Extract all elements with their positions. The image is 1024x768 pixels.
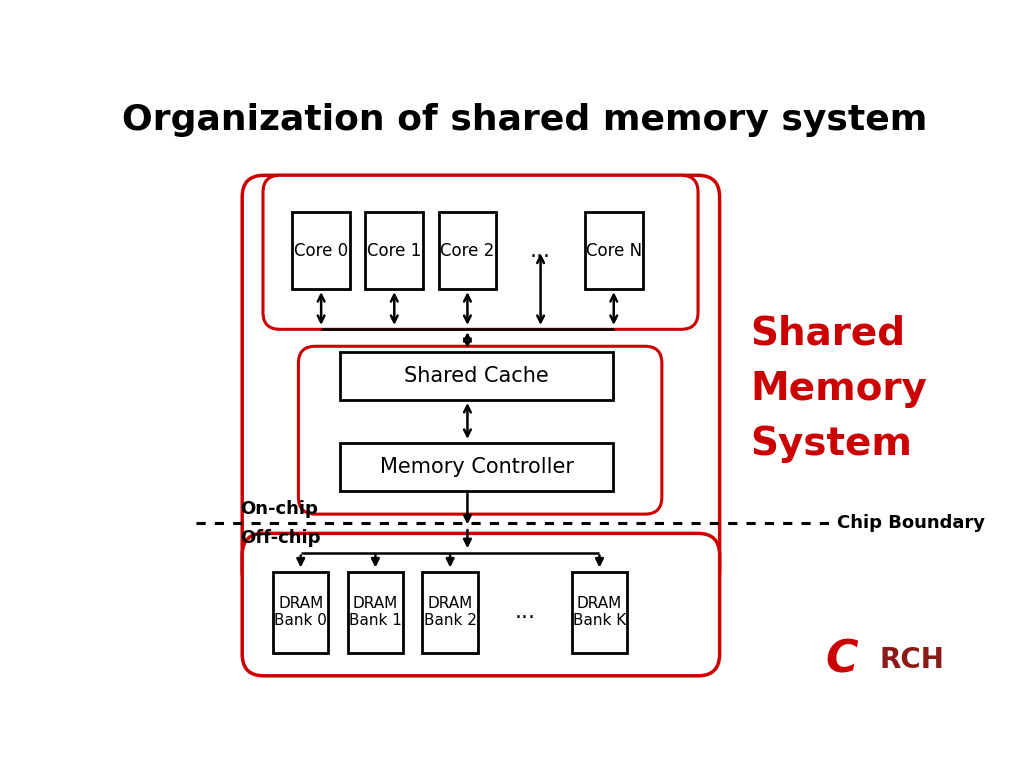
- Bar: [438, 212, 497, 290]
- Text: Organization of shared memory system: Organization of shared memory system: [122, 103, 928, 137]
- Text: System: System: [751, 425, 912, 463]
- Text: ...: ...: [514, 602, 536, 622]
- Bar: [340, 443, 613, 491]
- Text: RCH: RCH: [880, 647, 945, 674]
- Bar: [292, 212, 350, 290]
- Bar: [571, 572, 628, 653]
- FancyBboxPatch shape: [263, 175, 698, 329]
- Text: On-chip: On-chip: [240, 500, 317, 518]
- FancyBboxPatch shape: [243, 175, 720, 593]
- Text: C: C: [825, 639, 857, 682]
- Text: Off-chip: Off-chip: [240, 528, 321, 547]
- Bar: [340, 353, 613, 400]
- Bar: [348, 572, 403, 653]
- Text: Memory Controller: Memory Controller: [380, 457, 573, 477]
- Text: Core 2: Core 2: [440, 242, 495, 260]
- Text: DRAM
Bank 0: DRAM Bank 0: [274, 596, 327, 628]
- Text: DRAM
Bank K: DRAM Bank K: [572, 596, 626, 628]
- Text: DRAM
Bank 1: DRAM Bank 1: [349, 596, 401, 628]
- Text: Core N: Core N: [586, 242, 642, 260]
- FancyBboxPatch shape: [243, 533, 720, 676]
- Text: Core 1: Core 1: [368, 242, 422, 260]
- Text: Core 0: Core 0: [294, 242, 348, 260]
- Text: Shared: Shared: [751, 314, 905, 353]
- Text: DRAM
Bank 2: DRAM Bank 2: [424, 596, 476, 628]
- Bar: [273, 572, 329, 653]
- Bar: [422, 572, 478, 653]
- FancyBboxPatch shape: [298, 346, 662, 514]
- Text: Shared Cache: Shared Cache: [404, 366, 549, 386]
- Bar: [366, 212, 423, 290]
- Text: ...: ...: [530, 241, 551, 261]
- Bar: [585, 212, 643, 290]
- Text: Chip Boundary: Chip Boundary: [838, 515, 985, 532]
- Text: Memory: Memory: [751, 369, 928, 408]
